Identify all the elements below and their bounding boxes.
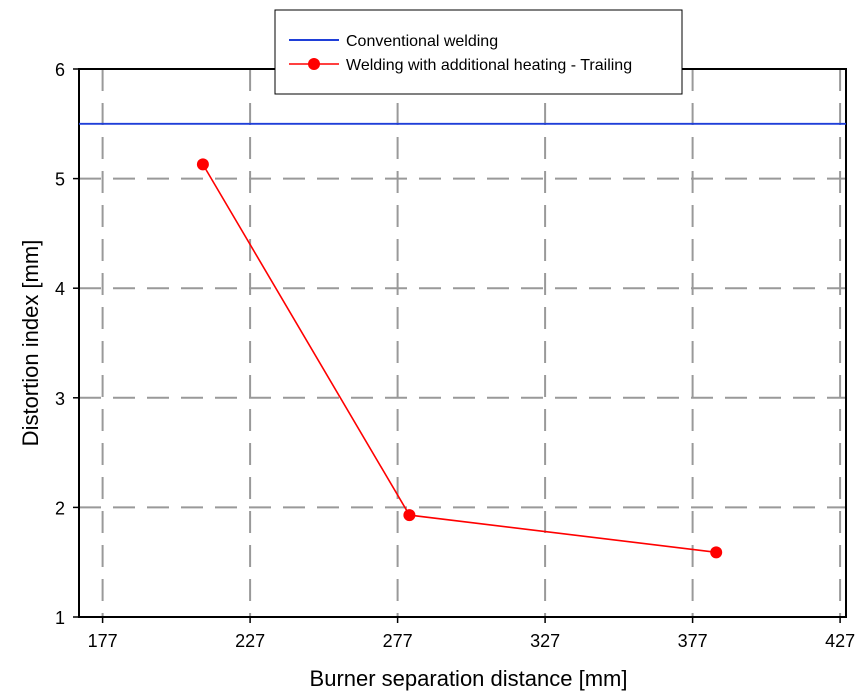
y-tick-label-3: 4: [55, 279, 65, 299]
legend: Conventional welding Welding with additi…: [274, 9, 683, 95]
legend-box: [274, 9, 683, 95]
legend-label-trailing: Welding with additional heating - Traili…: [346, 57, 632, 74]
x-tick-label-5: 427: [825, 631, 855, 651]
legend-marker-trailing: [308, 58, 320, 70]
series-point-1-2: [710, 546, 723, 559]
legend-label-conventional: Conventional welding: [346, 33, 498, 50]
series-point-1-0: [196, 158, 209, 171]
x-tick-label-2: 277: [383, 631, 413, 651]
series-point-1-1: [403, 509, 416, 522]
y-tick-label-1: 2: [55, 498, 65, 518]
y-tick-label-4: 5: [55, 170, 65, 190]
x-tick-label-4: 377: [678, 631, 708, 651]
x-axis-title: Burner separation distance [mm]: [310, 666, 628, 691]
series-line-1: [202, 163, 717, 554]
x-tick-label-1: 227: [235, 631, 265, 651]
y-tick-label-2: 3: [55, 389, 65, 409]
y-tick-label-5: 6: [55, 60, 65, 80]
series: [79, 122, 846, 559]
x-tick-label-0: 177: [88, 631, 118, 651]
y-axis-title: Distortion index [mm]: [18, 240, 43, 447]
axis-ticks: 177 227 277 327 377 427 1 2 3 4 5 6: [55, 60, 855, 651]
grid: [79, 68, 846, 618]
plot-area: [78, 68, 847, 618]
x-tick-label-3: 327: [530, 631, 560, 651]
y-tick-label-0: 1: [55, 608, 65, 628]
